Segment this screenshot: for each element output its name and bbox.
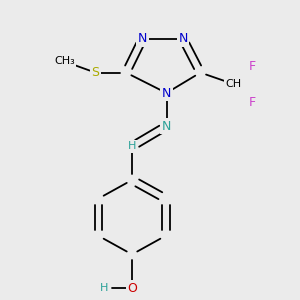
Text: CH₃: CH₃ <box>54 56 75 67</box>
Text: N: N <box>162 119 171 133</box>
Text: F: F <box>248 59 256 73</box>
Text: O: O <box>127 281 137 295</box>
Text: N: N <box>138 32 147 46</box>
Text: CH: CH <box>225 79 242 89</box>
Text: N: N <box>162 86 171 100</box>
Text: H: H <box>100 283 109 293</box>
Text: F: F <box>248 95 256 109</box>
Text: S: S <box>92 66 99 79</box>
Text: H: H <box>128 141 136 152</box>
Text: N: N <box>178 32 188 46</box>
